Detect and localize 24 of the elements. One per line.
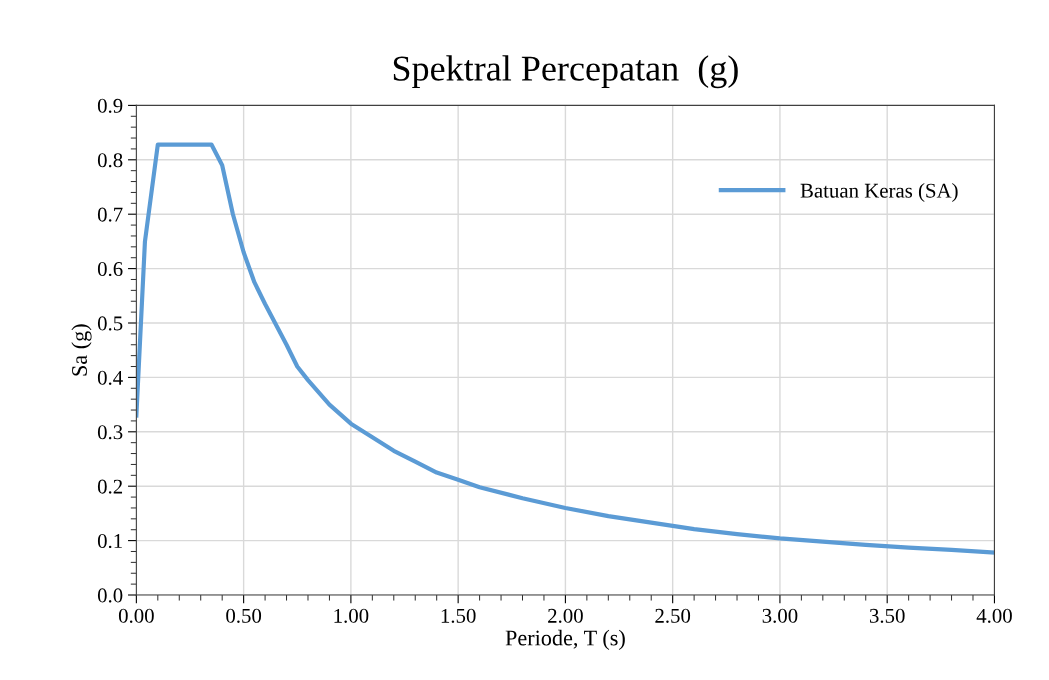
chart-title: Spektral Percepatan (g)	[393, 55, 738, 89]
x-tick-label: 0.00	[118, 608, 154, 623]
y-tick-label: 0.4	[97, 370, 123, 385]
y-tick-label: 0.1	[97, 533, 122, 549]
x-tick-label: 3.50	[869, 608, 905, 623]
y-tick-label: 0.8	[97, 153, 123, 168]
y-tick-label: 0.2	[97, 479, 123, 494]
y-tick-label: 0.6	[97, 261, 123, 277]
y-tick-label: 0.3	[97, 425, 123, 440]
x-tick-label: 1.50	[441, 608, 476, 623]
x-tick-label: 2.50	[655, 608, 691, 623]
x-tick-label: 4.00	[976, 608, 1012, 623]
x-tick-label: 2.00	[548, 608, 583, 623]
x-tick-label: 0.50	[226, 608, 262, 623]
x-tick-label: 1.00	[334, 608, 369, 623]
y-tick-label: 0.5	[97, 316, 123, 331]
legend-label: Batuan Keras (SA)	[800, 183, 958, 202]
y-tick-label: 0.7	[97, 207, 123, 222]
y-axis-title: Sa (g)	[71, 324, 92, 376]
y-tick-label: 0.9	[97, 98, 123, 113]
line-series	[136, 142, 995, 555]
x-axis-title: Periode, T (s)	[505, 629, 625, 651]
y-tick-label: 0.0	[97, 588, 123, 603]
x-tick-label: 3.00	[762, 608, 798, 623]
